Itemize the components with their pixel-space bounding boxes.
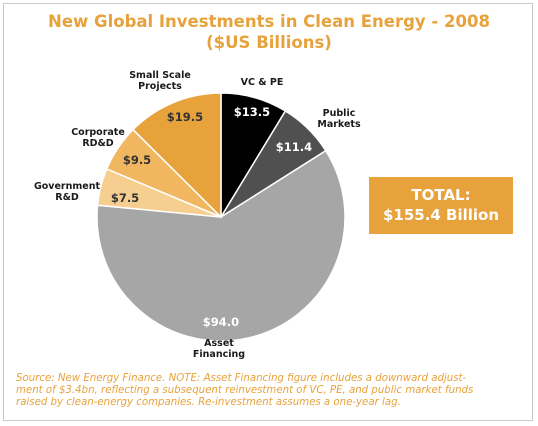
value-label-public-markets: $11.4	[276, 140, 312, 154]
source-line-2: ment of $3.4bn, reflecting a subsequent …	[16, 385, 474, 396]
source-note: Source: New Energy Finance. NOTE: Asset …	[16, 373, 522, 409]
category-label-small-scale-projects: Small Scale Projects	[129, 70, 191, 92]
source-line-1: Source: New Energy Finance. NOTE: Asset …	[16, 373, 467, 384]
pie-slice-small-scale-projects	[131, 92, 222, 219]
total-value: $155.4 Billion	[382, 206, 500, 224]
value-label-small-scale-projects: $19.5	[167, 110, 203, 124]
chart-title-line-1: New Global Investments in Clean Energy -…	[48, 12, 490, 31]
category-label-corporate-rd-d: Corporate RD&D	[71, 127, 125, 149]
category-label-public-markets: Public Markets	[317, 108, 361, 130]
value-label-asset-financing: $94.0	[203, 315, 239, 329]
pie-slice-asset-financing	[96, 149, 346, 342]
category-label-vc-pe: VC & PE	[241, 77, 284, 88]
value-label-government-r-d: $7.5	[111, 191, 139, 205]
total-label: TOTAL:	[411, 186, 471, 204]
chart-title-line-2: ($US Billions)	[206, 33, 332, 52]
category-label-asset-financing: Asset Financing	[193, 338, 245, 360]
value-label-vc-pe: $13.5	[234, 105, 270, 119]
total-callout: TOTAL: $155.4 Billion	[369, 177, 513, 234]
category-label-government-r-d: Government R&D	[34, 181, 101, 203]
value-label-corporate-rd-d: $9.5	[123, 153, 151, 167]
chart-title: New Global Investments in Clean Energy -…	[0, 11, 538, 53]
source-line-3: raised by clean-energy companies. Re-inv…	[16, 397, 401, 408]
